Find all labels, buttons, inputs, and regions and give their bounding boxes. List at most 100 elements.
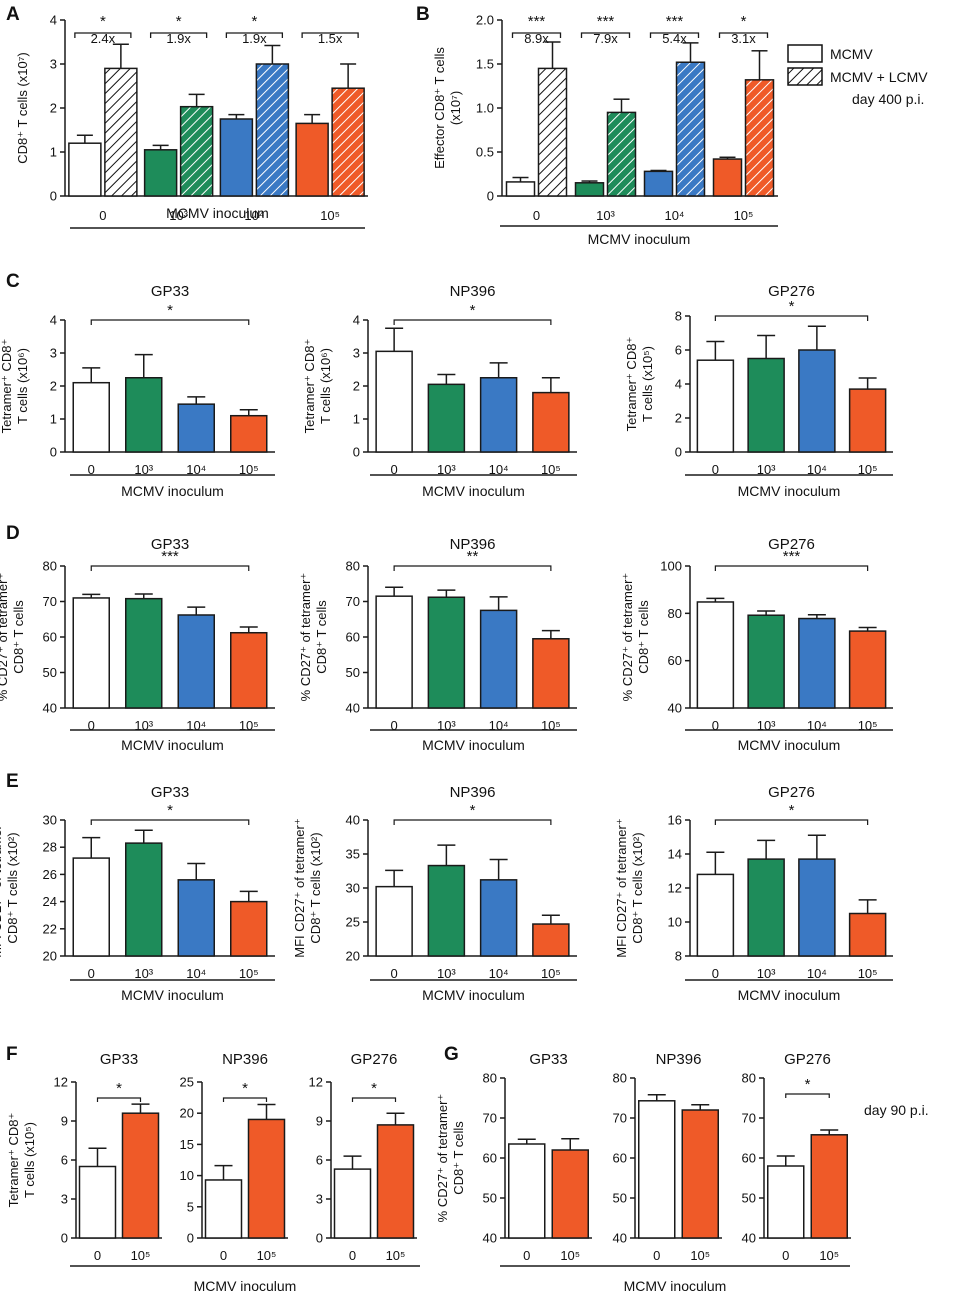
bar	[810, 1134, 848, 1239]
significance-marker: *	[176, 13, 182, 30]
y-tick-label: 100	[660, 559, 682, 574]
x-tick-label: 0	[94, 1248, 101, 1263]
x-tick-label: 0	[391, 966, 398, 981]
x-tick-label: 0	[523, 1248, 530, 1263]
group-f-inoculum: MCMV inoculum	[70, 1265, 420, 1294]
bar	[125, 597, 163, 709]
y-tick-label: 10	[180, 1168, 194, 1183]
y-tick-label: 6	[675, 343, 682, 358]
x-tick-label: 0	[391, 462, 398, 477]
significance-bracket	[714, 819, 869, 825]
bar	[247, 1118, 286, 1239]
y-tick-label: 3	[50, 346, 57, 361]
y-axis-label: MFI CD27⁺ of tetramer⁺	[614, 818, 629, 957]
y-tick-label: 4	[353, 313, 360, 328]
y-tick-label: 1.0	[476, 101, 494, 116]
y-tick-label: 8	[675, 949, 682, 964]
y-tick-label: 70	[613, 1111, 627, 1126]
y-axis-label: CD8⁺ T cells (x10²)	[630, 832, 645, 943]
x-tick-label: 10³	[596, 208, 615, 223]
bar	[376, 1124, 415, 1239]
y-axis-label: (x10⁷)	[448, 91, 463, 125]
bar	[375, 595, 413, 709]
significance-marker: *	[371, 1080, 377, 1097]
fold-bracket	[580, 32, 631, 38]
x-axis-title: MCMV inoculum	[738, 483, 841, 499]
bar	[696, 873, 735, 957]
y-axis-label: % CD27⁺ of tetramer⁺	[298, 573, 313, 702]
chart-title: GP33	[151, 283, 189, 300]
panel-label-f: F	[6, 1044, 18, 1065]
y-tick-label: 1	[50, 412, 57, 427]
bar	[177, 403, 215, 453]
bar	[767, 1165, 805, 1239]
y-tick-label: 24	[43, 894, 57, 909]
bar	[532, 391, 570, 453]
y-tick-label: 0	[675, 445, 682, 460]
x-tick-label: 10³	[437, 462, 456, 477]
chart-title: GP276	[768, 784, 815, 801]
significance-marker: *	[470, 802, 476, 819]
y-tick-label: 20	[43, 949, 57, 964]
bar-mcmv	[574, 182, 605, 197]
bar	[532, 923, 570, 957]
bar	[479, 377, 518, 453]
y-tick-label: 25	[180, 1075, 194, 1090]
y-tick-label: 12	[54, 1075, 68, 1090]
x-tick-label: 10⁵	[858, 966, 878, 981]
x-axis-title: MCMV inoculum	[121, 737, 224, 753]
bar	[479, 609, 518, 709]
bar	[427, 383, 466, 453]
x-tick-label: 10⁴	[807, 966, 827, 981]
y-tick-label: 22	[43, 921, 57, 936]
legend-swatch-mcmv-lcmv	[787, 67, 823, 86]
bar	[78, 1165, 117, 1239]
y-tick-label: 25	[346, 915, 360, 930]
bar	[848, 388, 887, 453]
x-tick-label: 0	[782, 1248, 789, 1263]
y-tick-label: 80	[43, 559, 57, 574]
y-tick-label: 50	[483, 1191, 497, 1206]
fold-change-label: 2.4x	[91, 31, 116, 46]
bar-mcmv-lcmv	[744, 79, 775, 197]
y-tick-label: 60	[43, 630, 57, 645]
x-tick-label: 10⁵	[858, 462, 878, 477]
significance-bracket	[785, 1093, 830, 1098]
y-axis-label: MFI CD27⁺ of tetramer⁺	[0, 818, 4, 957]
bar	[798, 858, 836, 957]
x-tick-label: 10⁴	[489, 462, 509, 477]
y-tick-label: 3	[50, 57, 57, 72]
y-axis-label: Tetramer⁺ CD8⁺	[6, 1113, 21, 1208]
y-tick-label: 3	[353, 346, 360, 361]
legend-day400: day 400 p.i.	[852, 91, 924, 107]
y-tick-label: 60	[742, 1151, 756, 1166]
x-tick-label: 10⁵	[239, 462, 259, 477]
fold-bracket	[149, 32, 208, 38]
chart-title: NP396	[450, 536, 496, 553]
y-tick-label: 16	[668, 813, 682, 828]
y-tick-label: 35	[346, 847, 360, 862]
bar	[551, 1149, 589, 1239]
bar-mcmv-lcmv	[675, 61, 706, 197]
chart-title: NP396	[656, 1051, 702, 1068]
bar	[798, 617, 836, 709]
significance-bracket	[90, 565, 250, 571]
chart-title: GP276	[784, 1051, 831, 1068]
y-tick-label: 80	[613, 1071, 627, 1086]
chart-title: GP276	[768, 536, 815, 553]
bar-mcmv	[219, 118, 254, 197]
x-tick-label: 0	[712, 462, 719, 477]
chart-c1: 0 1 2 3 4 0 10³ 10⁴ 10⁵ GP33 * Tetramer⁺ CD8⁺ T cell…	[0, 283, 275, 499]
y-tick-label: 1	[50, 145, 57, 160]
bar	[508, 1143, 546, 1239]
y-axis-label: CD8⁺ T cells (x10⁷)	[15, 52, 30, 164]
y-tick-label: 12	[309, 1075, 323, 1090]
x-tick-label: 10⁵	[690, 1248, 710, 1263]
x-tick-label: 10⁵	[320, 208, 340, 223]
bar	[427, 864, 466, 957]
y-axis-label: Tetramer⁺ CD8⁺	[302, 339, 317, 434]
y-axis-label: CD8⁺ T cells	[314, 600, 329, 674]
x-tick-label: 10³	[134, 462, 153, 477]
